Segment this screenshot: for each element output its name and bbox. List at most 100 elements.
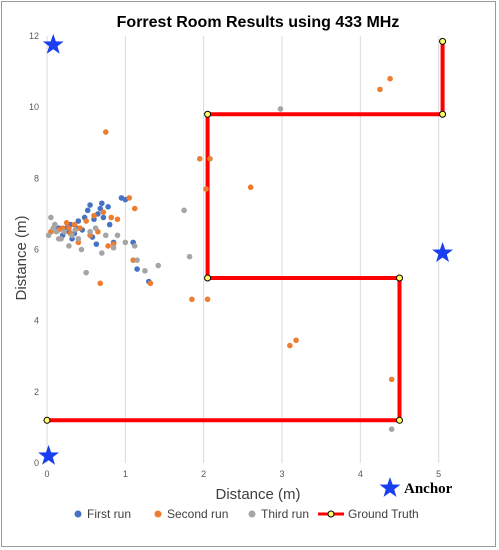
- third-run-point-21: [142, 268, 148, 274]
- first-run-point-8: [84, 207, 91, 214]
- first-run-point-23: [134, 266, 140, 272]
- chart-title: Forrest Room Results using 433 MHz: [117, 14, 400, 31]
- second-run-point-24: [196, 155, 203, 162]
- first-run-point-18: [106, 221, 113, 228]
- y-tick-4: 4: [34, 316, 39, 326]
- second-run-point-22: [147, 280, 154, 287]
- third-run-point-8: [72, 227, 78, 233]
- anchor-markers: [38, 33, 454, 465]
- anchor-legend-star-icon: [379, 477, 401, 497]
- second-run-point-26: [204, 296, 211, 303]
- anchor-legend: Anchor: [379, 477, 453, 497]
- legend-marker-third-run: [248, 510, 256, 518]
- third-run-point-13: [92, 225, 99, 231]
- third-run-point-17: [114, 232, 121, 239]
- second-run-point-31: [377, 86, 383, 93]
- second-run-point-4: [63, 220, 70, 226]
- ground-truth-vertex-6: [439, 37, 447, 45]
- second-run-point-14: [102, 129, 109, 135]
- third-run-point-6: [66, 243, 72, 249]
- third-run-point-10: [78, 246, 85, 253]
- x-tick-labels: 0 1 2 3 4 5: [44, 469, 441, 479]
- third-run-point-18: [122, 239, 129, 246]
- legend: First run Second run Third run Ground Truth: [74, 507, 419, 521]
- second-run-point-27: [207, 155, 213, 162]
- ground-truth-vertex-2: [396, 274, 403, 282]
- third-run-point-25: [277, 106, 284, 112]
- first-run-point-15: [99, 200, 105, 207]
- x-axis-label: Distance (m): [215, 486, 300, 503]
- scatter-points: [45, 75, 395, 432]
- legend-marker-first-run: [74, 510, 82, 518]
- second-run-point-13: [100, 209, 107, 215]
- second-run-point-15: [105, 243, 111, 249]
- first-run-point-17: [105, 204, 111, 210]
- second-run-point-23: [189, 296, 195, 303]
- second-run-point-29: [287, 342, 293, 349]
- second-run-point-32: [387, 75, 393, 82]
- x-tick-3: 3: [279, 469, 284, 479]
- third-run-point-22: [155, 262, 162, 269]
- ground-truth-vertex-4: [204, 110, 212, 118]
- third-run-point-20: [134, 257, 140, 263]
- anchor-legend-label: Anchor: [404, 481, 453, 497]
- second-run-point-20: [130, 257, 136, 263]
- third-run-point-1: [48, 214, 54, 221]
- x-tick-2: 2: [201, 469, 206, 479]
- second-run-point-30: [293, 337, 299, 344]
- third-run-point-14: [99, 250, 105, 256]
- ground-truth-vertex-5: [439, 110, 447, 118]
- x-tick-0: 0: [44, 469, 49, 479]
- ground-truth-vertex-0: [43, 416, 51, 424]
- third-run-point-3: [53, 228, 60, 235]
- legend-label-ground-truth: Ground Truth: [348, 507, 419, 521]
- y-tick-6: 6: [34, 245, 39, 255]
- anchor-star-icon-0: [42, 33, 64, 54]
- y-tick-8: 8: [34, 173, 39, 183]
- first-run-point-5: [75, 218, 82, 224]
- third-run-point-16: [110, 244, 117, 251]
- third-run-point-23: [181, 207, 187, 214]
- second-run-point-18: [114, 216, 121, 223]
- legend-label-second-run: Second run: [167, 507, 228, 521]
- second-run-point-12: [97, 280, 104, 287]
- second-run-point-28: [247, 184, 254, 191]
- anchor-star-icon-1: [38, 444, 60, 465]
- third-run-point-26: [388, 426, 395, 432]
- second-run-point-6: [71, 221, 78, 228]
- y-tick-labels: 0 2 4 6 8 10 12: [29, 31, 39, 468]
- x-tick-4: 4: [358, 469, 363, 479]
- third-run-point-27: [52, 221, 58, 228]
- first-run-point-16: [100, 214, 107, 221]
- y-tick-0: 0: [34, 458, 39, 468]
- ground-truth-vertex-3: [204, 274, 212, 282]
- second-run-point-33: [388, 376, 395, 383]
- third-run-point-12: [87, 228, 93, 235]
- y-tick-10: 10: [29, 102, 39, 112]
- legend-marker-ground-truth: [327, 510, 335, 518]
- first-run-point-12: [93, 241, 100, 247]
- legend-marker-second-run: [154, 510, 162, 518]
- third-run-point-0: [45, 232, 52, 239]
- second-run-point-10: [91, 212, 97, 219]
- legend-label-first-run: First run: [87, 507, 131, 521]
- y-tick-12: 12: [29, 31, 39, 41]
- gridlines: [46, 36, 440, 463]
- third-run-point-9: [75, 236, 82, 242]
- legend-label-third-run: Third run: [261, 507, 309, 521]
- third-run-point-11: [83, 269, 89, 276]
- third-run-point-24: [186, 253, 193, 260]
- third-run-point-5: [61, 228, 68, 235]
- second-run-point-19: [126, 195, 133, 201]
- y-tick-2: 2: [34, 387, 39, 397]
- ground-truth-line: [47, 41, 445, 423]
- second-run-point-16: [108, 214, 115, 221]
- second-run-point-25: [203, 186, 209, 192]
- third-run-point-7: [69, 232, 75, 239]
- ground-truth-vertex-1: [396, 416, 403, 424]
- x-tick-5: 5: [436, 469, 441, 479]
- anchor-star-icon-2: [432, 242, 454, 262]
- ground-truth-path: [43, 37, 447, 424]
- second-run-point-7: [77, 225, 83, 231]
